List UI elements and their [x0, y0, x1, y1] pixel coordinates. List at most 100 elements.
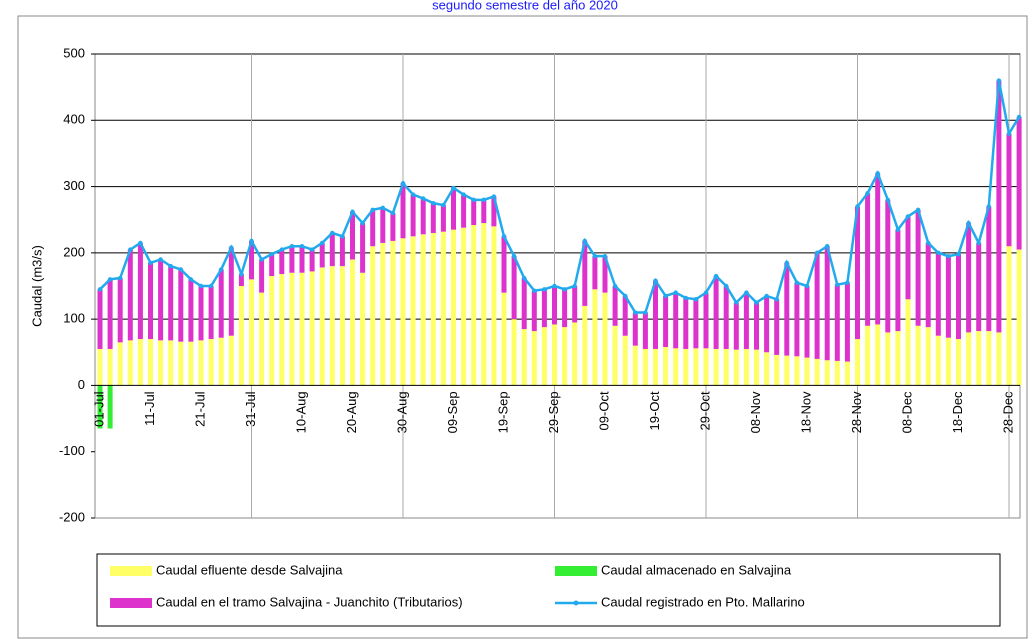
line-marker [350, 209, 355, 214]
y-axis-label: Caudal (m3/s) [29, 245, 44, 327]
bar-segment [875, 324, 881, 386]
line-marker [946, 253, 951, 259]
bar-segment [562, 289, 568, 328]
bar-segment [188, 279, 194, 342]
y-tick-label: -200 [59, 509, 85, 524]
bar-segment [238, 286, 244, 386]
bar-segment [501, 292, 507, 386]
x-tick-label: 18-Dec [950, 391, 965, 433]
bar-segment [329, 266, 335, 386]
line-marker [926, 240, 931, 246]
line-marker [158, 257, 163, 262]
bar-segment [137, 339, 143, 386]
bar-segment [410, 194, 416, 237]
bar-segment [986, 206, 992, 332]
bar-segment [269, 276, 275, 386]
bar-segment [935, 335, 941, 386]
bar-segment [228, 335, 234, 386]
bar-segment [117, 278, 123, 343]
bar-segment [127, 340, 133, 386]
bar-segment [976, 242, 982, 332]
legend-box [96, 553, 1001, 627]
x-tick-label: 18-Nov [798, 391, 813, 433]
bar-segment [279, 274, 285, 386]
line-marker [915, 207, 921, 212]
bar-segment [905, 216, 911, 300]
line-marker [703, 290, 709, 295]
y-tick-label: -100 [59, 443, 85, 458]
y-tick-label: 500 [63, 45, 85, 60]
bar-segment [117, 342, 123, 386]
line-marker [461, 192, 466, 197]
bar-segment [319, 267, 325, 386]
bar-segment [360, 272, 366, 386]
line-marker [633, 310, 638, 315]
bar-segment [693, 348, 699, 386]
x-tick-label: 21-Jul [192, 391, 207, 427]
line-marker [976, 240, 981, 246]
line-marker [784, 260, 789, 265]
line-marker [118, 275, 123, 281]
bar-segment [380, 242, 386, 386]
bar-segment [572, 322, 578, 386]
bar-segment [491, 196, 497, 227]
bar-segment [461, 227, 467, 386]
bar-segment [471, 225, 477, 386]
bar-segment [703, 292, 709, 349]
legend-label: Caudal almacenado en Salvajina [601, 562, 792, 577]
legend-label: Caudal registrado en Pto. Mallarino [601, 594, 805, 609]
bar-segment [572, 286, 578, 323]
line-marker [421, 196, 426, 201]
bar-segment [552, 324, 557, 386]
y-tick-label: 300 [63, 178, 85, 193]
bar-segment [764, 352, 770, 386]
line-marker [653, 278, 658, 283]
bar-segment [966, 332, 972, 386]
bar-segment [309, 249, 315, 272]
x-tick-label: 28-Dec [1000, 391, 1015, 433]
bar-segment [440, 231, 446, 386]
line-marker [532, 288, 537, 293]
bar-segment [350, 211, 355, 260]
x-tick-label: 09-Sep [445, 391, 460, 433]
y-tick-label: 400 [63, 112, 85, 127]
y-tick-label: 100 [63, 311, 85, 326]
bar-segment [481, 223, 487, 386]
bar-segment [360, 223, 366, 273]
line-marker [491, 194, 497, 199]
bar-segment [986, 331, 992, 386]
bar-segment [97, 348, 103, 386]
line-marker [138, 240, 143, 246]
bar-segment [956, 254, 961, 340]
line-marker [269, 251, 274, 257]
bar-segment [521, 329, 527, 386]
line-marker [754, 300, 759, 305]
line-marker [713, 273, 719, 279]
bar-segment [107, 279, 113, 349]
bar-segment [329, 232, 335, 267]
bar-segment [521, 278, 527, 330]
line-marker [885, 197, 890, 203]
bar-segment [834, 284, 840, 361]
line-marker [936, 250, 941, 256]
line-series [99, 80, 1021, 314]
line-marker [542, 287, 547, 292]
bar-segment [168, 340, 174, 386]
bar-segment [279, 249, 285, 275]
x-tick-label: 30-Aug [394, 391, 409, 433]
bar-segment [844, 361, 850, 386]
bar-segment [511, 256, 517, 320]
bar-segment [693, 299, 699, 349]
bar-segment [602, 256, 608, 293]
line-marker [996, 78, 1002, 83]
bar-segment [855, 206, 860, 340]
line-marker [289, 244, 295, 249]
bar-segment [370, 246, 376, 386]
line-marker [895, 227, 901, 232]
bar-segment [178, 341, 184, 386]
line-marker [360, 220, 365, 226]
bar-segment [420, 234, 426, 386]
x-tick-label: 29-Oct [697, 391, 712, 430]
bar-segment [198, 286, 204, 341]
bar-segment [440, 205, 446, 232]
